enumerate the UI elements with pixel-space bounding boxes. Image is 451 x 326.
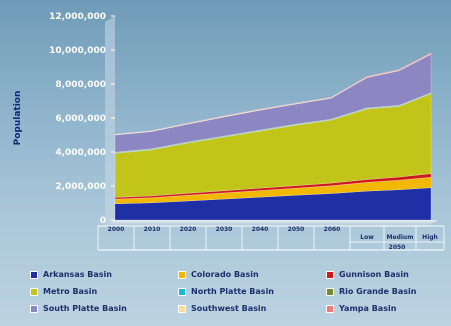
- legend-swatch: [326, 304, 334, 313]
- x-category-label: Low: [360, 234, 374, 241]
- x-category-label: 2020: [180, 226, 197, 233]
- legend-label: Rio Grande Basin: [339, 287, 417, 296]
- legend-swatch: [30, 287, 38, 296]
- x-category-label: 2060: [324, 226, 341, 233]
- legend-item: Yampa Basin: [326, 302, 445, 315]
- legend-item: Southwest Basin: [178, 302, 326, 315]
- y-tick-label: 8,000,000: [55, 80, 106, 90]
- legend-label: Metro Basin: [43, 287, 98, 296]
- y-tick-label: 12,000,000: [49, 12, 106, 22]
- y-tick-label: 4,000,000: [55, 148, 106, 158]
- y-tick-label: 0: [100, 216, 106, 226]
- x-category-label: 2000: [108, 226, 125, 233]
- chart-floor: [105, 220, 438, 226]
- legend-label: Gunnison Basin: [339, 270, 409, 279]
- legend-item: Metro Basin: [30, 285, 178, 298]
- y-tick-label: 10,000,000: [49, 46, 106, 56]
- legend-swatch: [178, 270, 186, 279]
- legend-label: Southwest Basin: [191, 304, 267, 313]
- legend-swatch: [30, 270, 38, 279]
- legend-label: South Platte Basin: [43, 304, 127, 313]
- x-category-label: High: [422, 234, 438, 241]
- legend-item: North Platte Basin: [178, 285, 326, 298]
- x-category-label: 2010: [144, 226, 161, 233]
- x-category-label: 2040: [252, 226, 269, 233]
- chart-wall: [105, 16, 115, 226]
- legend: Arkansas Basin Colorado Basin Gunnison Bas…: [30, 268, 445, 315]
- y-axis-label: Population: [13, 91, 23, 146]
- legend-item: South Platte Basin: [30, 302, 178, 315]
- legend-label: Colorado Basin: [191, 270, 259, 279]
- legend-swatch: [30, 304, 38, 313]
- area-series-yampa-basin: [114, 52, 432, 135]
- y-tick-label: 6,000,000: [55, 114, 106, 124]
- legend-label: Yampa Basin: [339, 304, 397, 313]
- legend-swatch: [326, 287, 334, 296]
- legend-swatch: [178, 304, 186, 313]
- x-category-label: 2050: [288, 226, 305, 233]
- x-category-label: Medium: [387, 234, 414, 241]
- legend-item: Colorado Basin: [178, 268, 326, 281]
- legend-item: Rio Grande Basin: [326, 285, 445, 298]
- legend-item: Arkansas Basin: [30, 268, 178, 281]
- x-category-label: 2030: [216, 226, 233, 233]
- legend-swatch: [326, 270, 334, 279]
- y-tick-label: 2,000,000: [55, 182, 106, 192]
- legend-label: North Platte Basin: [191, 287, 274, 296]
- legend-swatch: [178, 287, 186, 296]
- x-category-group-label: 2050: [389, 244, 406, 251]
- legend-label: Arkansas Basin: [43, 270, 112, 279]
- legend-item: Gunnison Basin: [326, 268, 445, 281]
